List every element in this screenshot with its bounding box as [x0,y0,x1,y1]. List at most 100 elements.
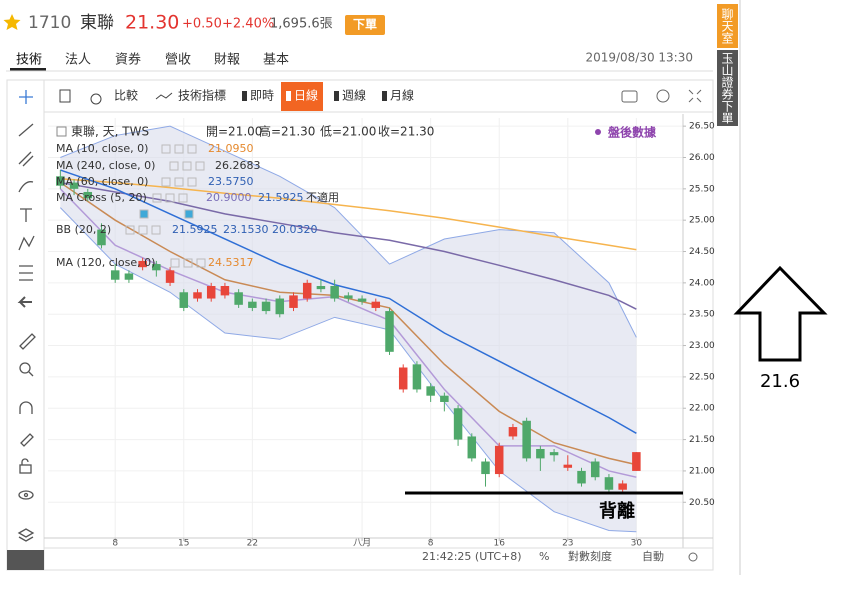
tab[interactable]: 財報 [214,53,240,68]
indicator-value: 26.2683 [215,159,261,172]
interval-icon[interactable] [286,91,291,101]
x-tick-label: 15 [178,539,189,549]
candle-body [330,286,339,299]
tab[interactable]: 基本 [263,53,289,68]
candle-body [371,301,381,308]
stock-name: 東聯 [80,13,114,33]
order-button[interactable] [345,15,385,35]
y-tick-label: 22.00 [689,404,715,414]
y-tick-label: 25.50 [689,184,715,194]
legend-title: 東聯, 天, TWS [71,125,149,139]
candle-body [426,386,435,396]
candle-body [412,364,422,390]
indicator-label: BB (20, 2) [56,223,111,236]
percent-toggle[interactable]: % [539,550,549,563]
bollinger-lower [59,207,637,533]
candle-body [618,483,627,490]
indicator-value: 21.0950 [208,142,254,155]
annotation-text: 21.6 [760,371,800,392]
ma-line [59,188,637,478]
candle-body [549,452,559,456]
candle-body [220,286,230,296]
indicator-icon[interactable] [155,92,173,100]
drawing-tools[interactable] [17,90,36,542]
y-tick-label: 21.50 [689,435,715,445]
auto-toggle[interactable]: 自動 [642,549,664,563]
ohlc-label: 收=21.30 [378,125,434,139]
tab[interactable]: 營收 [165,53,191,68]
settings-button[interactable] [656,89,670,103]
y-tick-label: 24.00 [689,278,715,288]
tab[interactable]: 技術 [16,53,42,68]
ma-line [60,178,637,251]
candle-body [206,286,216,299]
change: +0.50 [182,17,222,32]
candle-body [289,295,298,308]
x-tick-label: 八月 [353,538,371,549]
x-tick-label: 23 [562,539,573,549]
status-settings[interactable] [688,552,698,562]
interval-icon[interactable] [242,91,247,101]
indicator-label: MA (240, close, 0) [56,159,155,172]
candle-body [344,295,353,299]
toolbar-button[interactable]: 週線 [342,88,366,103]
annotation-text: 背離 [599,500,635,522]
candle-body [275,298,285,315]
fullscreen-button[interactable] [688,89,702,103]
clock: 21:42:25 (UTC+8) [422,550,522,563]
candle-body [440,395,449,402]
candle-body [152,264,161,271]
toolbar-collapse[interactable] [7,550,44,570]
candle-body [138,260,147,268]
tab[interactable]: 資券 [115,52,141,68]
ohlc-label: 高=21.30 [259,124,315,139]
interval-icon[interactable] [382,91,387,101]
indicator-value: 21.5925 [172,223,218,236]
candle-body [398,367,408,390]
candle-body [494,445,504,475]
y-tick-label: 24.50 [689,247,715,257]
log-toggle[interactable]: 對數刻度 [568,549,612,563]
bollinger-fill [60,126,637,532]
y-tick-label: 26.00 [689,153,715,163]
ohlc-label: 低=21.00 [320,125,376,139]
candle-body [590,461,600,478]
candle-body [536,448,545,459]
x-tick-label: 30 [631,539,643,549]
toolbar-button[interactable]: 即時 [250,89,274,103]
candle-body [97,229,106,246]
toolbar-button[interactable]: 日線 [294,88,318,103]
indicator-value: 23.1530 [223,223,269,236]
tab[interactable]: 法人 [65,53,91,68]
screenshot-button[interactable] [621,90,638,103]
toolbar-button[interactable]: 比較 [114,88,138,103]
order-button-label[interactable]: 下單 [353,18,377,32]
chat-tab-label[interactable]: 聊天室 [720,8,734,44]
candle-body [248,301,257,308]
order-tab-label[interactable]: 玉山證券下單 [720,52,734,124]
chat-tab[interactable] [717,4,738,48]
toolbar-button[interactable]: 月線 [390,88,414,103]
indicator-value: 20.9000 [206,191,252,204]
x-tick-label: 16 [493,539,505,549]
indicator-label: MA (60, close, 0) [56,175,148,188]
favorite-star[interactable] [3,14,21,30]
y-tick-label: 21.00 [689,466,715,476]
candle-body [604,477,614,490]
y-tick-label: 23.00 [689,341,715,351]
x-tick-label: 22 [247,539,258,549]
candle-body [69,182,79,189]
candle-body [577,470,586,484]
toolbar-button[interactable]: 技術指標 [178,88,226,103]
legend-toggle[interactable] [56,126,67,137]
interval-icon[interactable] [334,91,339,101]
candle-body [316,286,326,290]
candle-type-icon[interactable] [59,89,71,103]
candle-body [56,176,65,186]
order-tab[interactable] [717,50,738,126]
x-tick-label: 8 [112,539,118,549]
indicator-icons[interactable] [125,144,206,268]
candle-body [357,298,367,302]
watermark: 盤後數據 [607,125,657,140]
compare-icon[interactable] [90,93,102,105]
